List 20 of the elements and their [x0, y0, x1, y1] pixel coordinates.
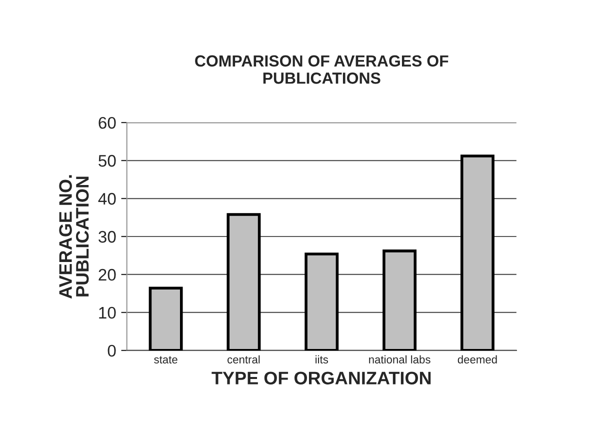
x-tick-label: national labs: [369, 355, 430, 364]
bar: [304, 252, 339, 350]
y-tick-label: 40: [98, 192, 116, 205]
y-axis-title: AVERAGE NO. PUBLICATION: [59, 175, 89, 299]
x-tick-label: deemed: [458, 355, 497, 364]
y-tick-label: 50: [98, 154, 116, 167]
y-tick-label: 0: [108, 344, 116, 357]
bar: [460, 154, 494, 350]
y-tick-label: 30: [98, 230, 116, 243]
x-tick-label: central: [228, 355, 260, 364]
y-tick-label: 20: [98, 268, 116, 281]
x-tick-label: state: [154, 356, 178, 364]
x-tick-label: iits: [316, 355, 328, 364]
bar: [226, 213, 261, 350]
bar: [148, 286, 183, 350]
bar: [382, 250, 417, 350]
chart-title: COMPARISON OF AVERAGES OF PUBLICATIONS: [195, 55, 448, 84]
y-tick-label: 60: [98, 116, 116, 129]
x-axis-title: TYPE OF ORGANIZATION: [212, 372, 431, 384]
y-tick-label: 10: [99, 306, 116, 319]
